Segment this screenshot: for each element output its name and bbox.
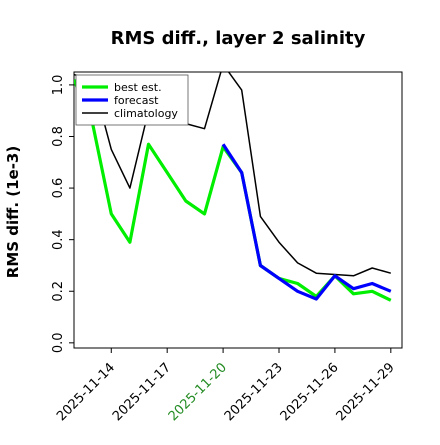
x-tick-label: 2025-11-14 (54, 360, 118, 424)
x-tick-label: 2025-11-23 (222, 360, 286, 424)
y-tick-label: 0.0 (51, 332, 66, 353)
legend-label: climatology (114, 107, 178, 120)
series-line-forecast (221, 143, 392, 301)
legend-label: forecast (114, 94, 159, 107)
legend-label: best est. (114, 81, 162, 94)
y-tick-label: 0.6 (51, 178, 66, 199)
x-tick-label: 2025-11-29 (334, 360, 398, 424)
x-tick-label: 2025-11-17 (110, 360, 174, 424)
series-group (74, 72, 392, 302)
y-tick-label: 0.2 (51, 281, 66, 302)
x-tick-label: 2025-11-20 (166, 360, 230, 424)
y-tick-label: 0.4 (51, 229, 66, 250)
y-axis-label: RMS diff. (1e-3) (4, 146, 22, 278)
series-line-climatology (74, 72, 392, 277)
x-tick-label: 2025-11-26 (278, 360, 342, 424)
chart-title: RMS diff., layer 2 salinity (111, 28, 366, 49)
plot-frame (73, 71, 403, 349)
y-tick-label: 0.8 (51, 126, 66, 147)
y-tick-label: 1.0 (51, 75, 66, 96)
